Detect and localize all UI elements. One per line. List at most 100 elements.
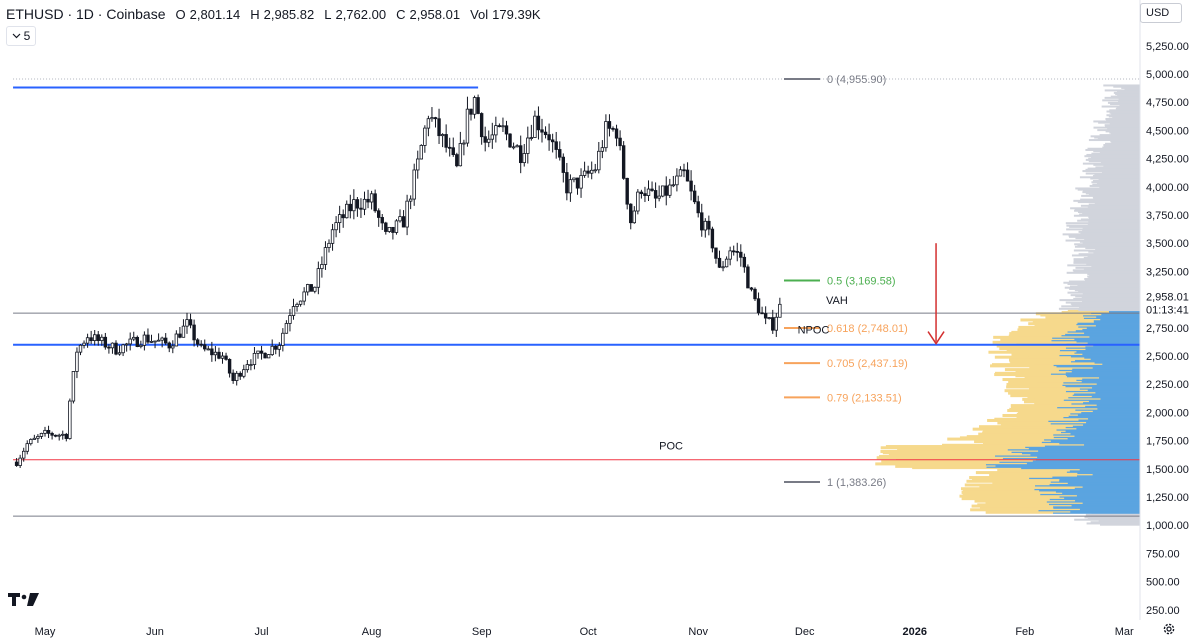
volume-profile-bar [1106,110,1140,113]
symbol-title[interactable]: ETHUSD · 1D · Coinbase [6,6,166,22]
candle [21,447,26,462]
volume-profile-bar [1083,256,1140,259]
fibonacci-retracement[interactable]: 0 (4,955.90) 0.5 (3,169.58) 0.618 (2,748.0… [784,74,908,489]
price-tick-label: 2,250.00 [1146,379,1189,391]
indicators-toggle[interactable]: 5 [6,26,36,46]
candle-body [522,153,526,164]
candle [685,162,690,182]
volume-profile-bar [1085,172,1140,175]
candle [597,141,601,174]
candle-body [575,177,580,189]
candle-body [394,220,399,233]
candle-body [320,264,324,270]
volume-profile-bar [1063,281,1140,284]
candle [256,350,260,359]
candle [277,342,281,357]
candle-body [288,315,292,324]
volume-profile [875,84,1140,526]
price-tick-label: 500.00 [1146,577,1180,589]
candle [476,94,480,115]
price-tick-label: 4,250.00 [1146,154,1189,166]
low-label: L [324,6,332,22]
time-tick-label: Jul [255,626,269,638]
time-axis[interactable]: May Jun Jul Aug Sep Oct Nov Dec 2026 Feb Mar [35,626,1134,638]
candle [494,116,498,143]
candle-body [497,125,502,128]
candle [433,116,438,128]
candle-body [242,369,246,377]
candle [611,126,615,132]
candle [348,194,352,219]
candle [465,96,470,147]
volume-profile-bar [1088,160,1140,163]
candle-body [270,345,274,355]
candle-body [657,195,661,199]
candle-body [664,185,668,196]
volume-profile-bar [1086,263,1140,266]
gear-icon[interactable] [1162,622,1176,636]
candle [330,223,335,251]
volume-profile-bar [1098,121,1140,124]
open-label: O [175,6,186,22]
volume-value: 179.39K [492,6,541,22]
price-tick-label: 3,500.00 [1146,238,1189,250]
candle-body [156,339,161,342]
candle [749,286,754,292]
volume-profile-bar [1078,230,1140,233]
volume-profile-bar [1085,158,1140,161]
candle [29,438,33,446]
candle [579,168,583,198]
candle [359,198,363,218]
candle [529,124,534,141]
volume-profile-bar [1110,132,1140,135]
candle [479,112,484,145]
candle-body [103,336,108,348]
candle [710,226,715,253]
currency-selector[interactable]: USD [1140,3,1182,23]
candle-body [68,400,72,439]
candle [643,186,647,203]
volume-profile-bar [1107,127,1140,130]
candle [650,181,654,192]
volume-profile-bar [1087,147,1140,150]
candle-body [490,134,494,140]
volume-profile-bar [1110,103,1140,106]
candle [71,371,76,404]
candle [188,313,193,329]
candle-body [643,193,647,196]
candle-body [519,145,523,164]
candle [46,425,51,439]
candle [550,133,555,153]
price-tick-label: 250.00 [1146,605,1180,617]
candle [85,333,90,348]
candle-body [18,457,22,466]
candle-body [359,207,363,210]
volume-profile-bar [1093,197,1140,200]
candle-body [554,141,558,150]
volume-profile-bar [1117,90,1140,93]
volume-profile-bar [1070,294,1140,297]
candle [646,180,651,202]
annotation-vah: VAH [826,295,848,307]
volume-profile-bar [1090,156,1140,159]
candle-body [398,216,402,222]
candle [121,343,125,357]
volume-profile-bar [1096,182,1140,185]
candle [373,189,377,213]
candle-body [650,188,654,191]
candle-body [355,199,360,209]
candle [501,117,505,133]
candle-body [142,334,147,346]
price-axis[interactable]: 5,250.00 5,000.00 4,750.00 4,500.00 4,250.00… [1139,0,1189,620]
volume-profile-bar [1093,251,1140,254]
fib-level-label: 0.618 (2,748.01) [827,323,908,335]
tradingview-logo-icon[interactable] [8,590,40,608]
volume-label: Vol [470,6,489,22]
candle-body [529,137,534,139]
volume-profile-bar [1082,189,1140,192]
fib-level-label: 0.5 (3,169.58) [827,275,896,287]
price-tick-label: 1,000.00 [1146,520,1189,532]
candle [313,286,317,294]
